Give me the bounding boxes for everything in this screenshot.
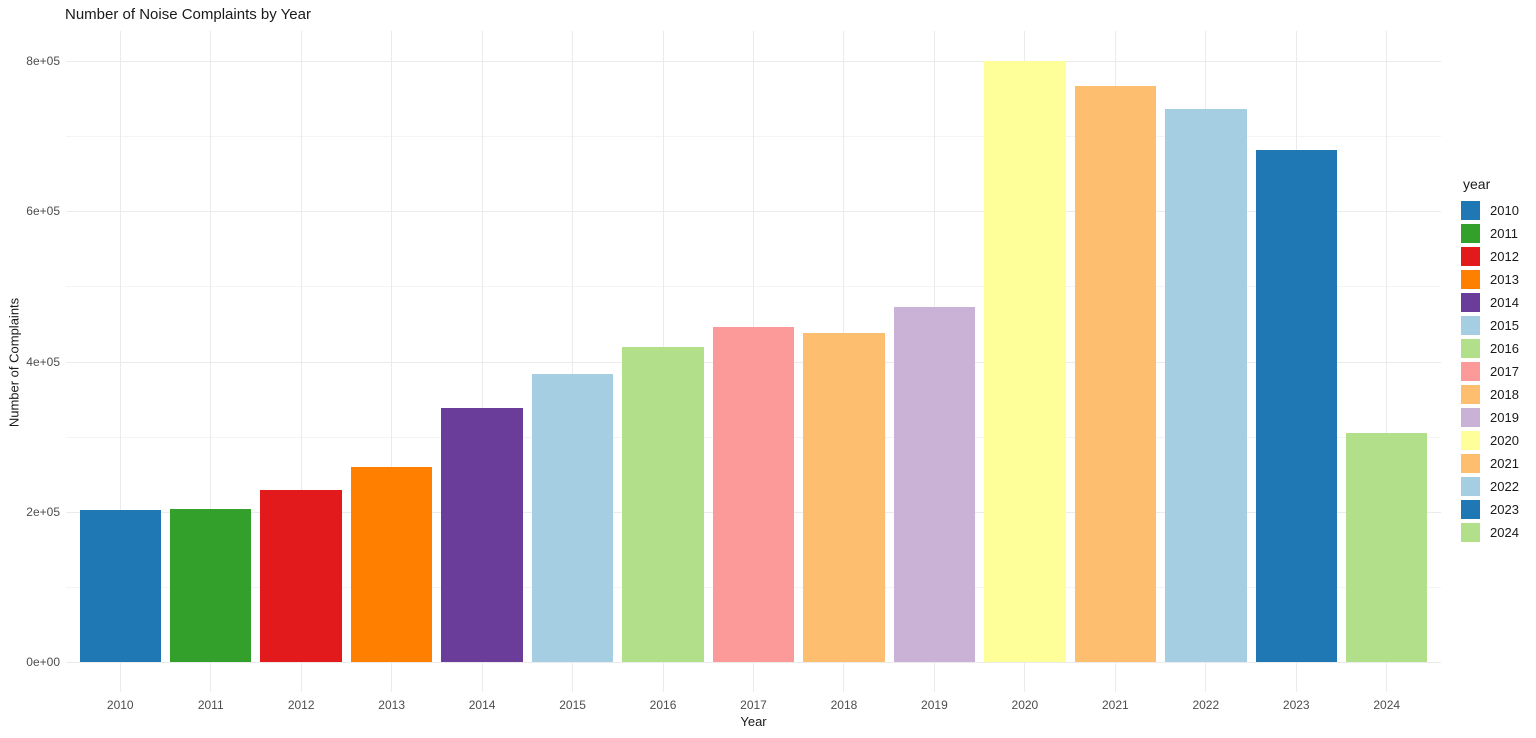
legend-swatch bbox=[1461, 408, 1480, 427]
x-tick-label: 2022 bbox=[1192, 698, 1220, 712]
x-tick-label: 2024 bbox=[1373, 698, 1401, 712]
legend: year 2010 2011 2012 2013 2014 2015 2016 2017 201… bbox=[1461, 176, 1519, 546]
bar-2018 bbox=[803, 332, 885, 662]
legend-item: 2024 bbox=[1461, 523, 1519, 542]
x-tick-label: 2018 bbox=[830, 698, 858, 712]
x-tick-label: 2014 bbox=[468, 698, 496, 712]
x-tick-label: 2021 bbox=[1101, 698, 1129, 712]
bar-2019 bbox=[893, 306, 976, 662]
x-tick-label: 2015 bbox=[559, 698, 586, 712]
legend-item: 2015 bbox=[1461, 316, 1519, 335]
legend-item: 2017 bbox=[1461, 362, 1519, 381]
legend-label: 2023 bbox=[1490, 502, 1519, 517]
bar-2017 bbox=[712, 326, 795, 662]
legend-swatch bbox=[1461, 431, 1480, 450]
bar-2016 bbox=[622, 347, 704, 662]
legend-swatch bbox=[1461, 316, 1480, 335]
legend-label: 2024 bbox=[1490, 525, 1519, 540]
legend-swatch bbox=[1461, 339, 1480, 358]
x-tick-label: 2016 bbox=[649, 698, 677, 712]
x-tick-label: 2020 bbox=[1011, 698, 1039, 712]
plot-panel bbox=[66, 31, 1441, 692]
x-tick-label: 2012 bbox=[287, 698, 315, 712]
x-axis-title: Year bbox=[740, 714, 767, 729]
gridline-major-vertical bbox=[210, 31, 212, 692]
legend-label: 2017 bbox=[1490, 364, 1519, 379]
legend-label: 2014 bbox=[1490, 295, 1519, 310]
gridline-major-vertical bbox=[572, 31, 574, 692]
legend-title: year bbox=[1463, 176, 1491, 192]
x-tick-label: 2019 bbox=[921, 698, 948, 712]
legend-label: 2016 bbox=[1490, 341, 1519, 356]
x-tick-label: 2013 bbox=[378, 698, 405, 712]
legend-item: 2016 bbox=[1461, 339, 1519, 358]
x-tick-label: 2023 bbox=[1282, 698, 1310, 712]
legend-label: 2013 bbox=[1490, 272, 1519, 287]
x-tick-label: 2010 bbox=[106, 698, 134, 712]
legend-item: 2019 bbox=[1461, 408, 1519, 427]
legend-label: 2010 bbox=[1490, 203, 1519, 218]
bar-2014 bbox=[441, 408, 523, 662]
legend-item: 2018 bbox=[1461, 385, 1519, 404]
legend-swatch bbox=[1461, 201, 1480, 220]
legend-item: 2010 bbox=[1461, 201, 1519, 220]
legend-item: 2014 bbox=[1461, 293, 1519, 312]
gridline-major-vertical bbox=[391, 31, 393, 692]
gridline-major-vertical bbox=[481, 31, 483, 692]
legend-swatch bbox=[1461, 224, 1480, 243]
gridline-major-vertical bbox=[119, 31, 121, 692]
legend-label: 2018 bbox=[1490, 387, 1519, 402]
chart-title: Number of Noise Complaints by Year bbox=[65, 6, 311, 23]
legend-swatch bbox=[1461, 454, 1480, 473]
bar-2020 bbox=[984, 61, 1066, 662]
y-tick-label: 8e+05 bbox=[26, 54, 60, 69]
bar-2012 bbox=[260, 489, 342, 662]
legend-label: 2019 bbox=[1490, 410, 1519, 425]
legend-label: 2011 bbox=[1490, 226, 1518, 241]
bar-2010 bbox=[79, 510, 161, 662]
legend-label: 2022 bbox=[1490, 479, 1519, 494]
legend-swatch bbox=[1461, 362, 1480, 381]
legend-label: 2012 bbox=[1490, 249, 1519, 264]
legend-item: 2022 bbox=[1461, 477, 1519, 496]
legend-swatch bbox=[1461, 523, 1480, 542]
legend-label: 2021 bbox=[1490, 456, 1519, 471]
legend-swatch bbox=[1461, 293, 1480, 312]
legend-item: 2023 bbox=[1461, 500, 1519, 519]
bar-2023 bbox=[1255, 149, 1337, 662]
gridline-major-vertical bbox=[300, 31, 302, 692]
bar-2024 bbox=[1346, 432, 1428, 662]
legend-swatch bbox=[1461, 247, 1480, 266]
legend-swatch bbox=[1461, 477, 1480, 496]
gridline-major-vertical bbox=[1386, 31, 1388, 692]
bar-2013 bbox=[350, 466, 433, 662]
x-tick-label: 2017 bbox=[740, 698, 767, 712]
legend-item: 2012 bbox=[1461, 247, 1519, 266]
y-tick-label: 2e+05 bbox=[26, 504, 60, 519]
legend-items: 2010 2011 2012 2013 2014 2015 2016 2017 2018 2019… bbox=[1461, 201, 1519, 542]
legend-item: 2011 bbox=[1461, 224, 1519, 243]
bar-2015 bbox=[531, 373, 614, 662]
y-tick-label: 0e+00 bbox=[26, 654, 60, 669]
legend-label: 2015 bbox=[1490, 318, 1519, 333]
legend-swatch bbox=[1461, 500, 1480, 519]
legend-item: 2020 bbox=[1461, 431, 1519, 450]
legend-item: 2013 bbox=[1461, 270, 1519, 289]
legend-label: 2020 bbox=[1490, 433, 1519, 448]
legend-swatch bbox=[1461, 270, 1480, 289]
x-tick-label: 2011 bbox=[197, 698, 224, 712]
y-tick-label: 4e+05 bbox=[26, 354, 60, 369]
bar-2022 bbox=[1165, 109, 1247, 662]
y-tick-label: 6e+05 bbox=[26, 204, 60, 219]
legend-item: 2021 bbox=[1461, 454, 1519, 473]
bar-2021 bbox=[1074, 85, 1157, 662]
legend-swatch bbox=[1461, 385, 1480, 404]
bar-2011 bbox=[170, 508, 252, 662]
